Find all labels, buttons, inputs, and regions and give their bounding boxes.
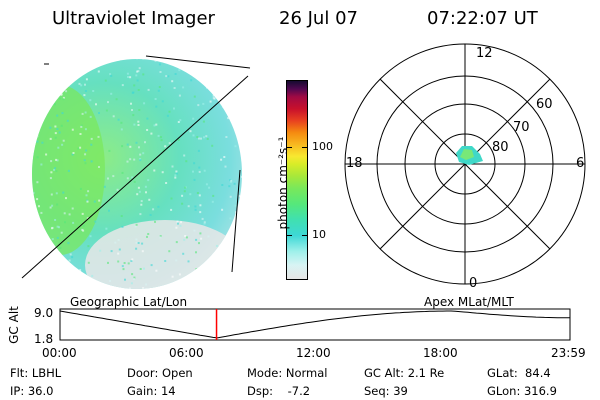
gc-alt-axis-label: GC Alt <box>7 306 21 344</box>
date-label: 26 Jul 07 <box>279 8 358 29</box>
lat-70-label: 70 <box>513 120 530 135</box>
altitude-plot <box>59 308 571 341</box>
status-gc-alt: GC Alt: 2.1 Re <box>364 366 445 380</box>
status-seq: Seq: 39 <box>364 384 408 398</box>
colorbar-units-label: photon cm⁻²s⁻¹ <box>276 136 290 230</box>
alt-tick-9: 9.0 <box>34 306 54 320</box>
status-ip: IP: 36.0 <box>10 384 54 398</box>
time-label: 07:22:07 UT <box>427 8 538 29</box>
x-tick-0000: 00:00 <box>42 346 77 360</box>
mlt-12-label: 12 <box>476 46 493 61</box>
status-filter: Flt: LBHL <box>10 366 62 380</box>
lat-80-label: 80 <box>492 140 509 155</box>
status-glon: GLon: 316.9 <box>487 384 557 398</box>
status-glat: GLat: 84.4 <box>487 366 551 380</box>
colorbar-tick-10: 10 <box>312 228 326 241</box>
status-door: Door: Open <box>127 366 193 380</box>
status-dsp: Dsp: -7.2 <box>247 384 311 398</box>
polar-plot <box>344 43 586 285</box>
mlt-6-label: 6 <box>576 156 585 171</box>
lat-60-label: 60 <box>536 97 553 112</box>
alt-tick-1-8: 1.8 <box>34 332 54 346</box>
apex-caption: Apex MLat/MLT <box>424 295 514 309</box>
x-tick-1200: 12:00 <box>296 346 331 360</box>
status-gain: Gain: 14 <box>127 384 176 398</box>
instrument-title: Ultraviolet Imager <box>52 8 215 29</box>
status-mode: Mode: Normal <box>247 366 328 380</box>
x-tick-0600: 06:00 <box>169 346 204 360</box>
mlt-18-label: 18 <box>346 156 363 171</box>
colorbar <box>286 80 308 280</box>
geographic-caption: Geographic Lat/Lon <box>70 295 188 309</box>
x-tick-2359: 23:59 <box>551 346 586 360</box>
mlt-0-label: 0 <box>469 276 478 291</box>
x-tick-1800: 18:00 <box>423 346 458 360</box>
geographic-image <box>21 55 251 289</box>
colorbar-tick-100: 100 <box>312 140 333 153</box>
